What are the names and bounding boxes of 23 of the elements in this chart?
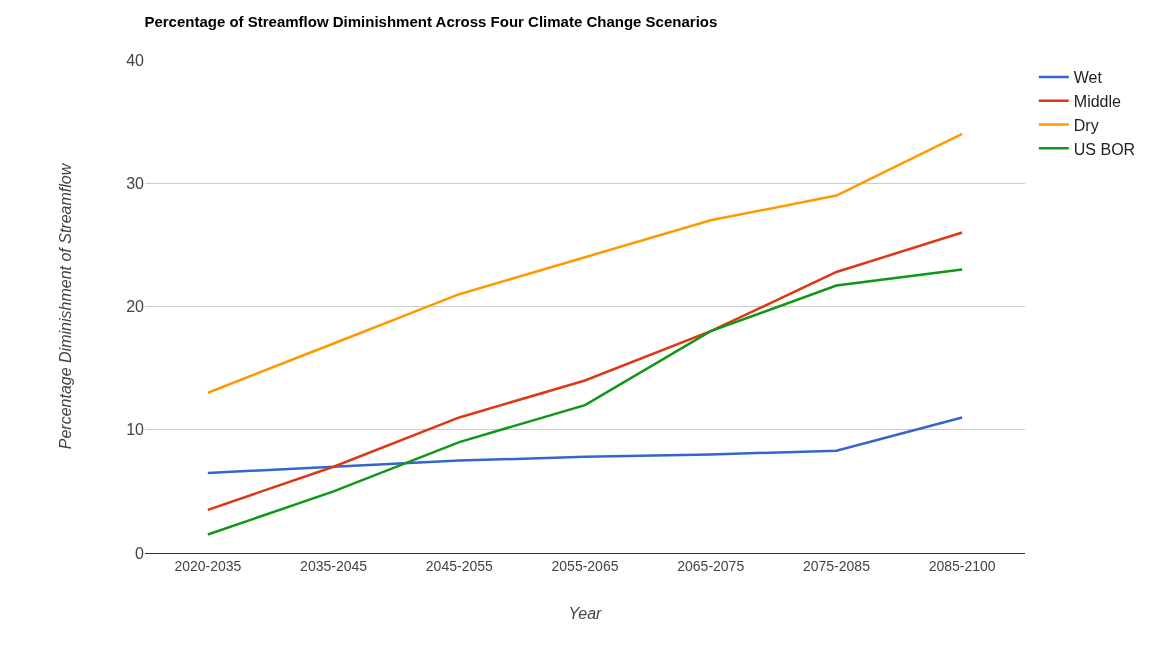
chart-title: Percentage of Streamflow Diminishment Across Four Climate Change Scenarios	[144, 12, 718, 30]
x-tick-label: 2045-2055	[425, 557, 493, 574]
y-tick-label: 20	[126, 298, 145, 316]
x-tick-label: 2035-2045	[300, 557, 368, 574]
y-axis-title: Percentage Diminishment of Streamflow	[57, 162, 75, 450]
line-series	[206, 231, 964, 512]
line-series	[206, 132, 964, 395]
x-tick-label: 2065-2075	[677, 557, 745, 574]
legend-label: US BOR	[1073, 140, 1136, 158]
x-axis-title: Year	[568, 605, 603, 623]
x-tick-label: 2020-2035	[174, 557, 242, 574]
x-tick-label: 2075-2085	[802, 557, 871, 574]
legend-label: Wet	[1073, 69, 1103, 87]
y-tick-label: 10	[126, 421, 145, 439]
x-tick-label: 2085-2100	[928, 557, 996, 574]
line-series	[206, 416, 964, 475]
y-tick-label: 30	[126, 174, 145, 192]
x-tick-label: 2055-2065	[551, 557, 619, 574]
legend-label: Dry	[1073, 116, 1099, 134]
line-series	[206, 268, 964, 536]
y-tick-label: 0	[135, 544, 145, 562]
y-tick-label: 40	[126, 51, 145, 69]
legend-label: Middle	[1073, 92, 1122, 110]
